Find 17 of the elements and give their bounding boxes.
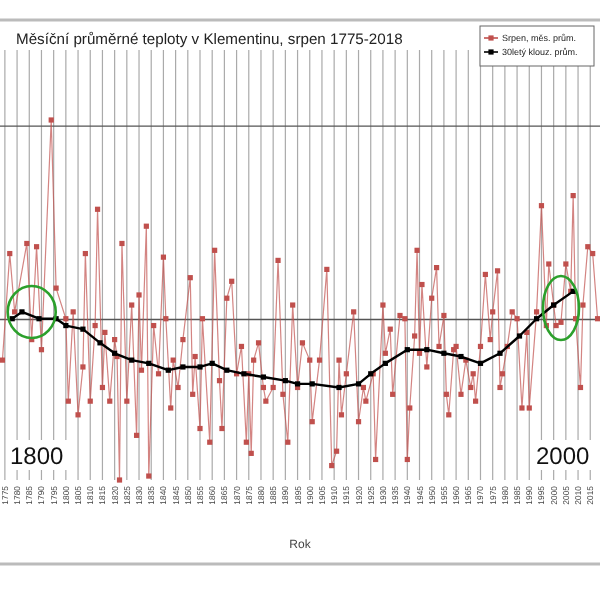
point <box>516 333 523 339</box>
point <box>477 360 484 366</box>
point <box>63 322 69 329</box>
point <box>19 309 25 315</box>
annotation: 2000 <box>536 442 591 470</box>
point <box>282 378 288 384</box>
point <box>355 381 362 387</box>
point <box>336 384 342 391</box>
point <box>458 353 464 360</box>
point <box>80 326 86 332</box>
point <box>224 367 230 373</box>
annotation: 1800 <box>10 442 65 470</box>
point <box>9 316 15 322</box>
point <box>129 357 135 363</box>
point <box>209 360 215 366</box>
point <box>260 374 267 380</box>
point <box>241 371 247 377</box>
